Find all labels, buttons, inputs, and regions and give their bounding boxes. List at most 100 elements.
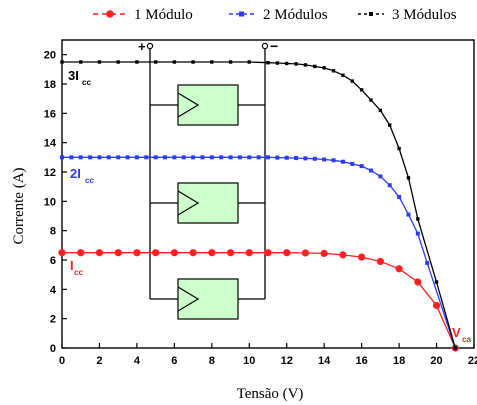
- data-point: [301, 249, 310, 257]
- data-point: [191, 60, 195, 64]
- data-point: [153, 60, 158, 64]
- isc-annotation-1: I cc: [70, 258, 83, 277]
- data-point: [209, 155, 214, 160]
- data-point: [266, 155, 270, 160]
- isc-3-subscript: cc: [82, 78, 91, 87]
- module-2-block: [150, 182, 265, 224]
- data-point: [369, 168, 373, 173]
- x-tick-label: 14: [318, 355, 331, 367]
- y-tick-label: 4: [50, 284, 57, 296]
- y-tick-label: 16: [44, 108, 56, 120]
- negative-terminal-label: −: [270, 38, 278, 54]
- module-2-symbol: [177, 190, 200, 216]
- data-point: [376, 257, 384, 266]
- data-point: [163, 155, 167, 160]
- x-tick-label: 12: [281, 355, 293, 367]
- legend-item-2-modulos: 2 Módulos: [229, 7, 328, 23]
- x-tick-label: 22: [468, 355, 477, 367]
- x-tick-label: 20: [430, 355, 442, 367]
- data-point: [60, 60, 64, 64]
- voc-subscript: ca: [462, 335, 471, 344]
- legend-item-3-modulos: 3 Módulos: [358, 7, 457, 23]
- data-point: [406, 212, 411, 217]
- data-point: [285, 61, 289, 66]
- data-point: [397, 194, 402, 199]
- y-ticks: 0 2 4 6 8 10 12 14 16 18 20: [44, 50, 67, 355]
- x-tick-label: 10: [243, 355, 255, 367]
- data-point: [172, 155, 177, 160]
- data-point: [256, 155, 261, 160]
- data-point: [320, 249, 328, 257]
- data-point: [283, 249, 291, 257]
- data-point: [69, 155, 74, 160]
- y-axis-label: Corrente (A): [11, 167, 27, 244]
- data-point: [58, 249, 66, 257]
- data-point: [60, 155, 64, 160]
- data-point: [415, 231, 420, 236]
- y-tick-label: 12: [44, 167, 56, 179]
- data-point: [210, 60, 214, 64]
- data-point: [266, 61, 270, 65]
- data-point: [284, 155, 289, 160]
- data-point: [406, 176, 411, 180]
- isc-annotation-2: 2I cc: [70, 166, 94, 185]
- legend-label-2-modulos: 2 Módulos: [263, 7, 328, 23]
- data-point: [116, 155, 121, 160]
- data-point: [144, 155, 149, 160]
- module-3-box: [177, 278, 239, 320]
- module-1-block: [150, 84, 265, 126]
- y-tick-label: 14: [44, 138, 57, 150]
- data-point: [397, 146, 401, 151]
- x-tick-label: 0: [59, 355, 65, 367]
- x-tick-label: 4: [134, 355, 141, 367]
- isc-1-subscript: cc: [74, 268, 83, 277]
- data-point: [264, 249, 272, 257]
- isc-2-label: 2I: [70, 166, 81, 181]
- data-point: [359, 164, 364, 169]
- data-point: [378, 174, 383, 179]
- data-point: [294, 156, 299, 161]
- data-point: [303, 63, 308, 67]
- data-point: [152, 249, 160, 257]
- data-point: [133, 249, 141, 257]
- data-point: [359, 88, 364, 92]
- plot-frame: [61, 39, 475, 349]
- data-point: [228, 60, 233, 64]
- data-point: [453, 346, 457, 350]
- data-point: [340, 159, 345, 164]
- voc-annotation: V ca: [452, 325, 471, 344]
- module-1-box: [177, 84, 239, 126]
- data-point: [322, 157, 327, 162]
- data-point: [116, 60, 120, 64]
- x-tick-label: 2: [96, 355, 102, 367]
- isc-2-subscript: cc: [85, 176, 94, 185]
- negative-terminal: [261, 42, 269, 50]
- series-1-m-dulo: [58, 249, 459, 352]
- y-tick-label: 2: [50, 314, 56, 326]
- series-line-1-m-dulo: [62, 252, 456, 349]
- voc-label: V: [452, 325, 461, 340]
- y-tick-label: 10: [44, 196, 56, 208]
- data-point: [395, 265, 403, 273]
- positive-terminal: [146, 42, 154, 50]
- data-point: [189, 249, 197, 257]
- data-point: [378, 108, 383, 113]
- data-point: [208, 249, 216, 257]
- isc-1-label: I: [70, 258, 74, 273]
- x-ticks: 0 2 4 6 8 10 12 14 16 18 20 22: [59, 343, 477, 367]
- data-point: [78, 155, 83, 160]
- x-tick-label: 16: [356, 355, 368, 367]
- x-tick-label: 6: [171, 355, 177, 367]
- data-point: [226, 249, 235, 257]
- data-point: [434, 280, 439, 284]
- y-tick-label: 20: [44, 50, 56, 62]
- legend-marker-1-modulo: [106, 10, 114, 18]
- module-1-symbol: [177, 92, 200, 118]
- data-point: [341, 73, 345, 77]
- data-point: [172, 60, 177, 64]
- module-3-block: [150, 278, 265, 320]
- data-point: [134, 155, 139, 160]
- data-point: [125, 155, 130, 160]
- parallel-modules-diagram: + −: [138, 38, 278, 320]
- data-point: [153, 155, 158, 160]
